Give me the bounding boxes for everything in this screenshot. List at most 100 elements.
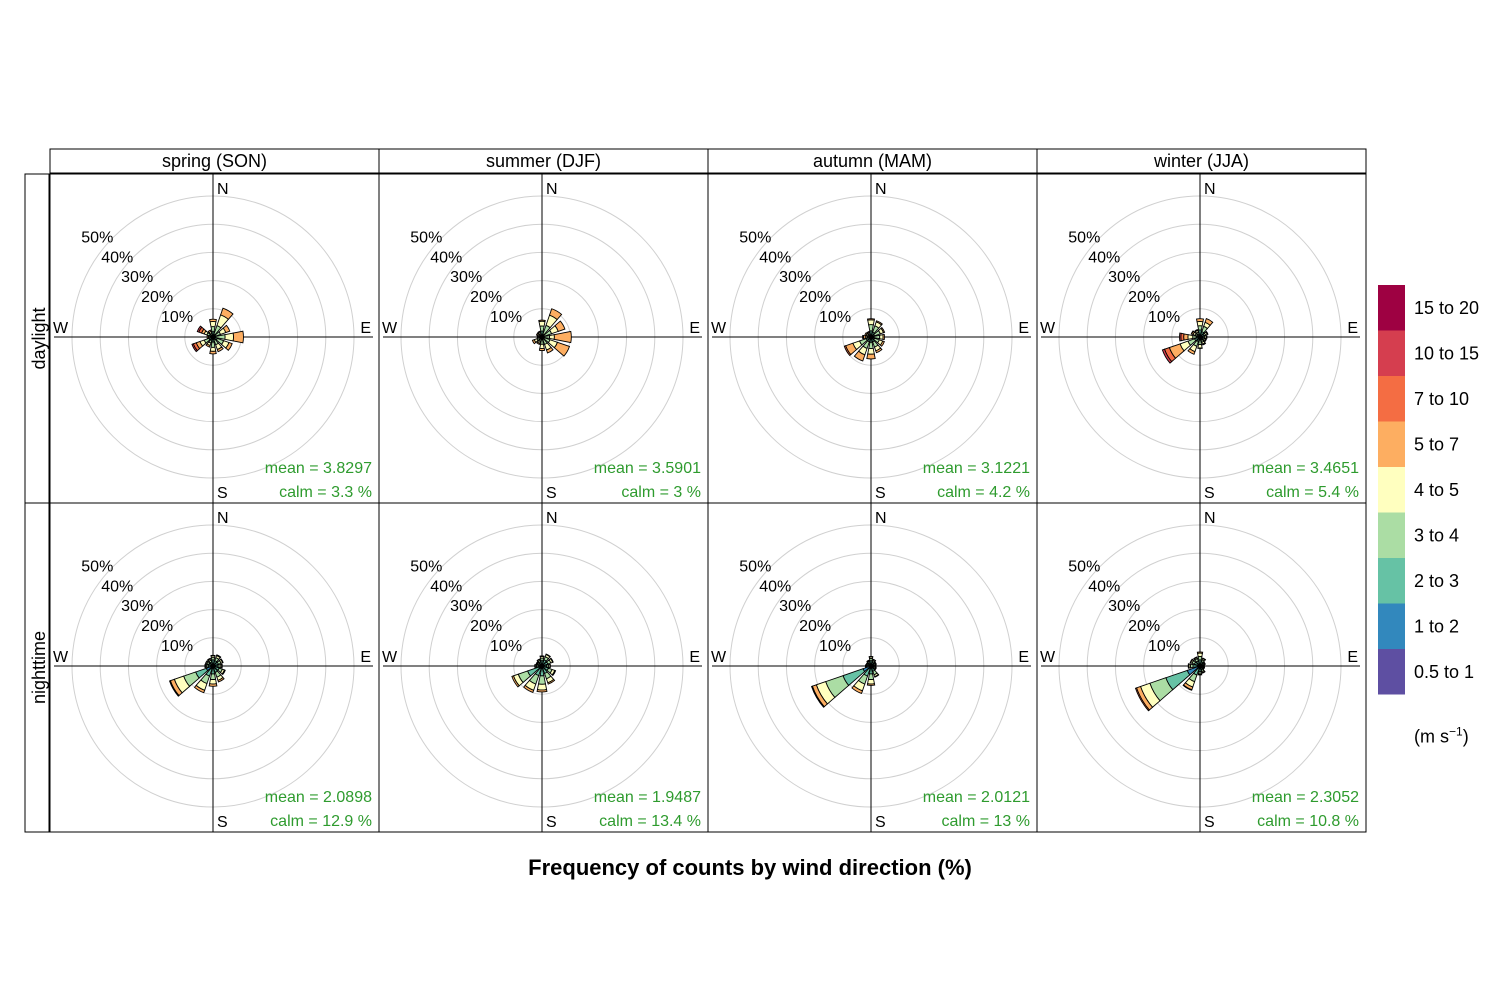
legend-color-swatch — [1378, 558, 1405, 604]
ring-label: 10% — [819, 638, 851, 655]
wind-sector-segment — [553, 341, 571, 357]
ring-label: 30% — [1108, 598, 1140, 615]
ring-label: 20% — [799, 289, 831, 306]
legend-unit-prefix: (m s — [1414, 727, 1449, 747]
calm-percent-label: calm = 12.9 % — [270, 813, 372, 830]
wind-sector-segment — [221, 669, 226, 676]
wind-sector-segment — [536, 335, 539, 339]
legend-color-swatch — [1378, 603, 1405, 649]
legend-color-swatch — [1378, 376, 1405, 422]
wind-sector-segment — [865, 662, 869, 666]
wind-sector-segment — [538, 320, 546, 327]
row-strip-box — [24, 502, 50, 833]
ring-label: 40% — [101, 249, 133, 266]
ring-label: 40% — [430, 249, 462, 266]
wind-sector-segment — [548, 334, 555, 340]
wind-sector-segment — [210, 326, 216, 333]
legend-bin-label: 2 to 3 — [1414, 571, 1459, 591]
wind-sector-segment — [222, 324, 231, 334]
wind-sector-segment — [1197, 673, 1203, 676]
legend-color-swatch — [1378, 330, 1405, 376]
wind-sector-segment — [1193, 656, 1198, 660]
column-strip-box — [1036, 148, 1367, 174]
ring-label: 40% — [101, 578, 133, 595]
ring-label: 10% — [490, 309, 522, 326]
legend-bin-label: 7 to 10 — [1414, 389, 1469, 409]
direction-label-w: W — [53, 649, 69, 666]
ring-label: 50% — [739, 558, 771, 575]
wind-sector-segment — [862, 334, 865, 340]
direction-label-e: E — [689, 649, 700, 666]
figure-title: Frequency of counts by wind direction (%… — [528, 855, 972, 880]
wind-sector-segment — [549, 657, 554, 663]
calm-percent-label: calm = 5.4 % — [1266, 484, 1359, 501]
wind-sector-segment — [1203, 661, 1206, 665]
wind-sector-segment — [866, 353, 876, 360]
wind-sector-segment — [867, 673, 875, 680]
wind-sector-segment — [882, 333, 885, 341]
wind-sector-segment — [205, 343, 211, 348]
ring-label: 30% — [779, 269, 811, 286]
ring-label: 10% — [1148, 309, 1180, 326]
wind-sector-segment — [196, 325, 203, 333]
legend-color-swatch — [1378, 421, 1405, 467]
wind-sector-segment — [1196, 651, 1204, 654]
column-strip-label: winter (JJA) — [1153, 151, 1249, 171]
wind-sector-segment — [851, 685, 864, 695]
row-strip-box — [24, 173, 50, 504]
ring-label: 50% — [1068, 558, 1100, 575]
mean-speed-label: mean = 2.0898 — [265, 789, 372, 806]
wind-sector-segment — [1189, 658, 1194, 664]
wind-sector-segment — [539, 343, 545, 350]
direction-label-e: E — [689, 320, 700, 337]
wind-sector-segment — [1194, 328, 1199, 333]
wind-sector-segment — [1178, 332, 1182, 342]
wind-sector-segment — [880, 326, 886, 334]
ring-label: 20% — [799, 618, 831, 635]
wind-sector-segment — [208, 683, 218, 687]
wind-sector-segment — [538, 347, 546, 351]
wind-sector-segment — [193, 684, 206, 694]
wind-sector-segment — [1187, 663, 1190, 669]
legend-bin-label: 3 to 4 — [1414, 525, 1459, 545]
calm-percent-label: calm = 13.4 % — [599, 813, 701, 830]
direction-label-w: W — [382, 649, 398, 666]
direction-label-e: E — [1018, 320, 1029, 337]
wind-sector-segment — [1201, 342, 1207, 346]
wind-sector-segment — [1187, 334, 1194, 340]
ring-label: 10% — [161, 309, 193, 326]
legend-bin-label: 5 to 7 — [1414, 434, 1459, 454]
wind-sector-segment — [1196, 321, 1204, 327]
wind-sector-segment — [554, 320, 566, 332]
wind-sector-segment — [867, 319, 875, 326]
wind-sector-segment — [547, 678, 556, 685]
mean-speed-label: mean = 3.4651 — [1252, 460, 1359, 477]
legend-bin-label: 1 to 2 — [1414, 616, 1459, 636]
legend-unit-label: (m s−1) — [1414, 725, 1469, 747]
wind-sector-segment — [209, 318, 217, 323]
wind-sector-segment — [1201, 657, 1207, 661]
wind-sector-segment — [1195, 318, 1205, 323]
direction-label-w: W — [1040, 320, 1056, 337]
wind-sector-segment — [1182, 684, 1193, 691]
wind-sector-segment — [553, 330, 572, 344]
direction-label-e: E — [1347, 320, 1358, 337]
panel-border — [1036, 502, 1367, 833]
ring-label: 50% — [81, 229, 113, 246]
legend-color-swatch — [1378, 512, 1405, 558]
row-strip-label: daylight — [29, 307, 49, 369]
wind-sector-segment — [872, 658, 877, 662]
ring-label: 50% — [739, 229, 771, 246]
legend-color-swatch — [1378, 649, 1405, 695]
direction-label-w: W — [1040, 649, 1056, 666]
ring-label: 30% — [1108, 269, 1140, 286]
wind-sector-segment — [879, 340, 885, 347]
ring-label: 30% — [450, 598, 482, 615]
wind-sector-segment — [535, 661, 539, 665]
wind-sector-segment — [220, 307, 234, 320]
